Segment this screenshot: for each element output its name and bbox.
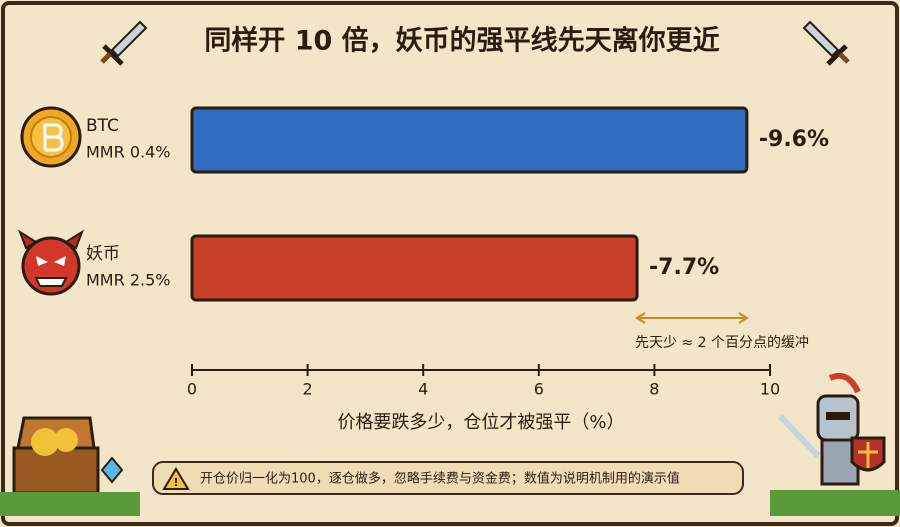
sword-icon (100, 20, 148, 66)
category-label: 妖币 (86, 244, 120, 264)
sword-icon (802, 20, 850, 66)
warning-mark: ! (173, 476, 178, 489)
x-tick-label: 8 (649, 380, 659, 399)
treasure-chest (0, 416, 140, 516)
category-label: BTC (86, 116, 119, 136)
x-tick-label: 0 (187, 380, 197, 399)
bar (190, 234, 639, 302)
x-tick-label: 6 (534, 380, 544, 399)
value-label: -9.6% (759, 127, 829, 152)
category-subtitle: MMR 0.4% (86, 143, 170, 162)
x-tick-label: 4 (418, 380, 428, 399)
note-box (152, 461, 744, 495)
warning-icon (162, 467, 190, 490)
note: 开仓价归一化为100，逐仓做多，忽略手续费与资金费；数值为说明机制用的演示值 (200, 471, 680, 487)
value-label: -7.7% (649, 255, 719, 280)
x-tick-label: 2 (303, 380, 313, 399)
category-subtitle: MMR 2.5% (86, 271, 170, 290)
bar (190, 106, 749, 174)
btc-icon (20, 106, 82, 168)
x-tick-label: 10 (760, 380, 780, 399)
annotation: 先天少 ≈ 2 个百分点的缓冲 (635, 335, 809, 351)
knight (770, 372, 900, 516)
meme-coin-icon (18, 229, 84, 296)
x-axis-label: 价格要跌多少，仓位才被强平（%） (337, 412, 624, 433)
chart-title: 同样开 10 倍，妖币的强平线先天离你更近 (204, 25, 719, 57)
arrow-head (635, 312, 749, 324)
